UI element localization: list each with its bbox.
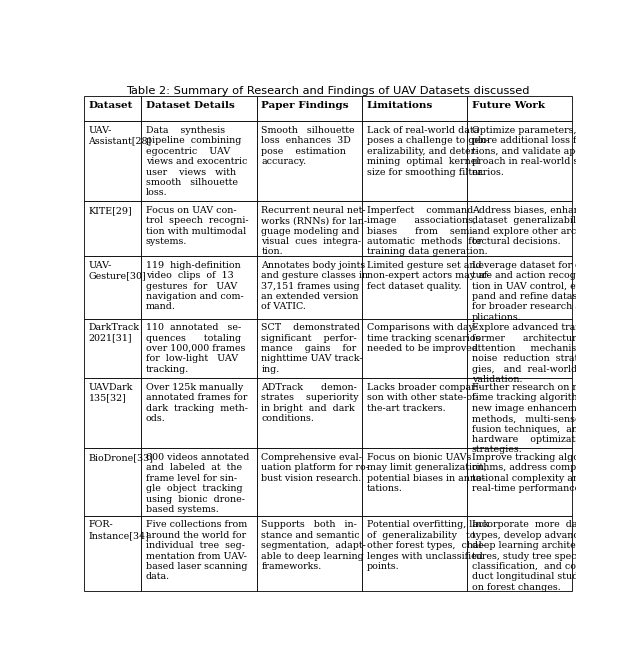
Bar	[141, 201, 257, 256]
Bar	[257, 379, 362, 448]
Bar	[84, 122, 141, 201]
Text: Lacks broader compari-
son with other state-of-
the-art trackers.: Lacks broader compari- son with other st…	[367, 383, 481, 413]
Bar	[467, 122, 572, 201]
Bar	[362, 319, 467, 379]
Text: Smooth   silhouette
loss  enhances  3D
pose    estimation
accuracy.: Smooth silhouette loss enhances 3D pose …	[261, 126, 355, 166]
Bar	[257, 448, 362, 516]
Text: Imperfect    command-
image      associations,
biases      from    semi-
automat: Imperfect command- image associations, b…	[367, 206, 487, 257]
Bar	[467, 96, 572, 122]
Bar	[141, 379, 257, 448]
Bar	[141, 122, 257, 201]
Text: UAV-
Assistant[28]: UAV- Assistant[28]	[88, 126, 152, 146]
Text: SCT    demonstrated
significant    perfor-
mance    gains    for
nighttime UAV t: SCT demonstrated significant perfor- man…	[261, 323, 363, 374]
Text: Annotates body joints
and gesture classes in
37,151 frames using
an extended ver: Annotates body joints and gesture classe…	[261, 261, 369, 311]
Text: 119  high-definition
video  clips  of  13
gestures  for   UAV
navigation and com: 119 high-definition video clips of 13 ge…	[146, 261, 243, 311]
Bar	[362, 201, 467, 256]
Text: Address biases, enhance
dataset  generalizability,
and explore other archi-
tect: Address biases, enhance dataset generali…	[472, 206, 591, 246]
Bar	[257, 201, 362, 256]
Text: Five collections from
around the world for
individual  tree  seg-
mentation from: Five collections from around the world f…	[146, 520, 247, 581]
Text: UAV-
Gesture[30]: UAV- Gesture[30]	[88, 261, 147, 280]
Text: BioDrone[33]: BioDrone[33]	[88, 453, 154, 462]
Bar	[141, 319, 257, 379]
Text: Optimize parameters, ex-
plore additional loss func-
tions, and validate ap-
pro: Optimize parameters, ex- plore additiona…	[472, 126, 597, 176]
Text: UAVDark
135[32]: UAVDark 135[32]	[88, 383, 133, 403]
Text: Lack of real-world data
poses a challenge to gen-
eralizability, and deter-
mini: Lack of real-world data poses a challeng…	[367, 126, 489, 176]
Bar	[141, 256, 257, 319]
Bar	[467, 256, 572, 319]
Bar	[141, 96, 257, 122]
Text: Focus on bionic UAVs
may limit generalization,
potential biases in anno-
tations: Focus on bionic UAVs may limit generaliz…	[367, 453, 486, 493]
Bar	[257, 96, 362, 122]
Text: Table 2: Summary of Research and Findings of UAV Datasets discussed: Table 2: Summary of Research and Finding…	[126, 86, 530, 96]
Text: Comprehensive eval-
uation platform for ro-
bust vision research.: Comprehensive eval- uation platform for …	[261, 453, 369, 483]
Bar	[362, 122, 467, 201]
Bar	[257, 256, 362, 319]
Bar	[467, 516, 572, 591]
Text: 600 videos annotated
and  labeled  at  the
frame level for sin-
gle  object  tra: 600 videos annotated and labeled at the …	[146, 453, 249, 514]
Text: Dataset: Dataset	[88, 101, 133, 110]
Bar	[141, 448, 257, 516]
Text: Limited gesture set and
non-expert actors may af-
fect dataset quality.: Limited gesture set and non-expert actor…	[367, 261, 490, 291]
Bar	[362, 379, 467, 448]
Text: Potential overfitting, lack
of  generalizability   to
other forest types,  chal-: Potential overfitting, lack of generaliz…	[367, 520, 489, 571]
Text: Supports   both   in-
stance and semantic
segmentation,  adapt-
able to deep lea: Supports both in- stance and semantic se…	[261, 520, 366, 571]
Text: Over 125k manually
annotated frames for
dark  tracking  meth-
ods.: Over 125k manually annotated frames for …	[146, 383, 248, 424]
Text: Leverage dataset for ges-
ture and action recogni-
tion in UAV control, ex-
pand: Leverage dataset for ges- ture and actio…	[472, 261, 595, 322]
Bar	[467, 448, 572, 516]
Bar	[467, 201, 572, 256]
Text: Explore advanced trans-
former      architectures,
attention     mechanisms,
noi: Explore advanced trans- former architect…	[472, 323, 593, 384]
Bar	[84, 96, 141, 122]
Text: Incorporate  more  data
types, develop advanced
deep learning architec-
tures, s: Incorporate more data types, develop adv…	[472, 520, 591, 592]
Text: Focus on UAV con-
trol  speech  recogni-
tion with multimodal
systems.: Focus on UAV con- trol speech recogni- t…	[146, 206, 248, 246]
Bar	[362, 516, 467, 591]
Text: Comparisons with day-
time tracking scenarios
needed to be improved.: Comparisons with day- time tracking scen…	[367, 323, 481, 353]
Bar	[84, 516, 141, 591]
Bar	[362, 448, 467, 516]
Text: Data    synthesis
pipeline  combining
egocentric    UAV
views and exocentric
use: Data synthesis pipeline combining egocen…	[146, 126, 247, 197]
Bar	[467, 379, 572, 448]
Bar	[84, 201, 141, 256]
Text: KITE[29]: KITE[29]	[88, 206, 132, 215]
Text: Recurrent neural net-
works (RNNs) for lan-
guage modeling and
visual  cues  int: Recurrent neural net- works (RNNs) for l…	[261, 206, 367, 257]
Bar	[362, 256, 467, 319]
Bar	[84, 379, 141, 448]
Text: Future Work: Future Work	[472, 101, 545, 110]
Text: ADTrack      demon-
strates    superiority
in bright  and  dark
conditions.: ADTrack demon- strates superiority in br…	[261, 383, 359, 424]
Bar	[467, 319, 572, 379]
Text: 110  annotated   se-
quences      totaling
over 100,000 frames
for  low-light   : 110 annotated se- quences totaling over …	[146, 323, 245, 374]
Text: Dataset Details: Dataset Details	[146, 101, 234, 110]
Text: Further research on real-
time tracking algorithms,
new image enhancement
method: Further research on real- time tracking …	[472, 383, 594, 454]
Bar	[362, 96, 467, 122]
Text: Improve tracking algo-
rithms, address compu-
tational complexity and
real-time : Improve tracking algo- rithms, address c…	[472, 453, 586, 493]
Bar	[141, 516, 257, 591]
Bar	[257, 122, 362, 201]
Text: FOR-
Instance[34]: FOR- Instance[34]	[88, 520, 149, 540]
Bar	[84, 256, 141, 319]
Bar	[84, 448, 141, 516]
Text: DarkTrack
2021[31]: DarkTrack 2021[31]	[88, 323, 140, 343]
Bar	[84, 319, 141, 379]
Bar	[257, 319, 362, 379]
Text: Limitations: Limitations	[367, 101, 433, 110]
Bar	[257, 516, 362, 591]
Text: Paper Findings: Paper Findings	[261, 101, 349, 110]
